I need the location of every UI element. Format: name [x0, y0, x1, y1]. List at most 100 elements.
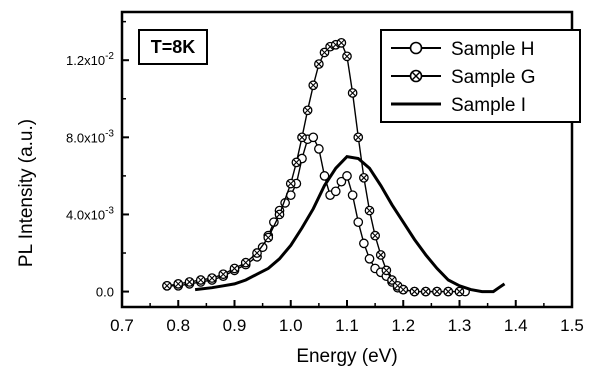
data-point — [375, 250, 386, 260]
data-point-cross — [388, 276, 396, 284]
data-point — [207, 273, 217, 283]
data-point-cross — [366, 207, 373, 214]
legend: Sample H Sample G Sample I — [380, 29, 581, 123]
data-point — [173, 279, 184, 289]
data-point — [359, 238, 369, 249]
data-point — [218, 269, 229, 280]
data-point — [285, 178, 296, 189]
data-point-cross — [399, 286, 407, 294]
data-point-cross — [456, 288, 463, 295]
data-point — [302, 105, 313, 116]
data-point — [336, 37, 347, 48]
data-point — [319, 47, 330, 58]
data-point — [291, 157, 302, 168]
data-point-cross — [411, 288, 418, 295]
data-point-cross — [298, 133, 306, 141]
tick-layer: 0.7 0.8 0.9 1.0 1.1 1.2 1.3 1.4 1.5 0.0 4.0x10-3 8.… — [66, 20, 584, 335]
data-point-marker — [353, 217, 364, 228]
data-point — [308, 132, 319, 143]
data-point-marker — [359, 238, 369, 249]
data-point — [359, 172, 369, 183]
y-axis-label: PL Intensity (a.u.) — [16, 119, 37, 267]
series-line — [194, 154, 506, 294]
data-point-cross — [382, 266, 390, 274]
data-point — [353, 132, 364, 143]
data-point — [387, 275, 397, 285]
x-tick-label: 1.1 — [335, 316, 359, 335]
legend-label-sample-h: Sample H — [451, 39, 534, 60]
annotation-box: T=8K — [138, 29, 208, 65]
series-sample-g — [162, 37, 465, 297]
x-tick-label: 1.2 — [391, 316, 415, 335]
data-point-cross — [276, 211, 283, 218]
data-point — [347, 190, 358, 201]
y-tick-label: 8.0x10-3 — [66, 128, 114, 145]
series-sample-h — [162, 132, 470, 297]
data-point — [409, 286, 420, 297]
data-point-cross — [163, 282, 171, 290]
data-point-marker — [314, 144, 324, 154]
legend-item-sample-h: Sample H — [391, 39, 534, 60]
data-point-cross — [315, 60, 323, 68]
data-point — [443, 286, 454, 297]
data-point — [420, 286, 431, 297]
data-point-cross — [242, 259, 250, 267]
data-point-marker — [336, 176, 347, 187]
legend-item-sample-g: Sample G — [391, 67, 535, 88]
data-point — [370, 230, 380, 241]
data-point — [314, 59, 324, 69]
x-tick-label: 1.4 — [504, 316, 528, 335]
x-axis-label: Energy (eV) — [296, 346, 397, 367]
data-point-cross — [337, 39, 345, 47]
data-point-cross — [360, 174, 368, 182]
data-point — [353, 217, 364, 228]
data-point — [297, 132, 307, 143]
data-point-marker — [330, 186, 341, 197]
data-point-cross — [174, 280, 182, 288]
series-line — [167, 136, 466, 293]
data-point — [184, 277, 195, 287]
annotation-text: T=8K — [151, 37, 196, 57]
data-point-cross — [264, 234, 272, 241]
data-point-marker — [319, 171, 330, 181]
data-point-cross — [444, 288, 452, 295]
data-point — [364, 205, 375, 216]
y-tick-label: 1.2x10-2 — [66, 51, 114, 68]
data-point-cross — [186, 278, 193, 286]
data-point-marker — [342, 171, 352, 181]
data-point-cross — [343, 52, 351, 60]
data-point-cross — [377, 251, 385, 259]
y-tick-label: 4.0x10-3 — [66, 205, 114, 222]
y-tick-label: 0.0 — [96, 285, 114, 300]
data-point — [263, 232, 274, 243]
data-point-marker — [308, 132, 319, 143]
data-point-cross — [253, 249, 261, 257]
data-point — [308, 80, 319, 91]
data-point — [336, 176, 347, 187]
data-point — [319, 171, 330, 181]
x-tick-label: 0.7 — [110, 316, 134, 335]
data-point-cross — [287, 180, 295, 187]
data-point — [454, 286, 465, 297]
data-point — [432, 286, 442, 297]
x-tick-label: 0.8 — [166, 316, 190, 335]
data-point — [381, 265, 392, 276]
data-point — [347, 88, 358, 98]
data-point — [229, 263, 240, 274]
legend-open-circle-icon — [409, 41, 423, 55]
data-point-cross — [208, 274, 216, 282]
series-layer — [162, 37, 506, 297]
x-tick-label: 1.5 — [560, 316, 584, 335]
data-point — [252, 248, 262, 258]
x-tick-label: 0.9 — [223, 316, 247, 335]
x-tick-label: 1.0 — [279, 316, 303, 335]
data-point-marker — [364, 253, 375, 264]
data-point — [330, 186, 341, 197]
data-point-cross — [321, 49, 328, 56]
data-point-cross — [231, 265, 238, 272]
data-point-marker — [347, 190, 358, 201]
data-point-cross — [304, 106, 312, 114]
legend-label-sample-g: Sample G — [451, 67, 535, 88]
data-point — [162, 280, 172, 291]
